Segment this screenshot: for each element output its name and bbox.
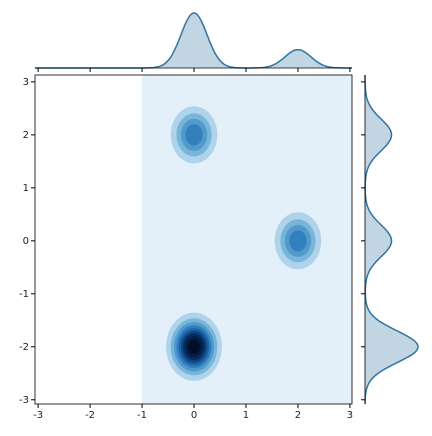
- y-tick-label: -3: [19, 395, 29, 406]
- marginal-y-area: [365, 75, 418, 404]
- marginal-y-line: [364, 75, 419, 404]
- marginal-x-area: [35, 13, 352, 68]
- y-tick-label: 2: [23, 130, 29, 141]
- density-contour: [289, 230, 307, 252]
- density-contour: [185, 124, 203, 146]
- density-contour: [188, 339, 200, 355]
- y-tick-label: -2: [19, 342, 29, 353]
- plot-frame: [34, 74, 353, 405]
- x-tick-label: 3: [347, 410, 353, 421]
- y-tick-label: 0: [23, 236, 29, 247]
- x-tick-label: -3: [33, 410, 43, 421]
- y-tick-label: -1: [19, 289, 29, 300]
- x-tick-label: -1: [137, 410, 147, 421]
- x-tick-label: 2: [295, 410, 301, 421]
- y-tick-label: 3: [23, 77, 29, 88]
- x-tick-label: 0: [191, 410, 197, 421]
- x-tick-label: 1: [243, 410, 249, 421]
- x-tick-label: -2: [85, 410, 95, 421]
- y-tick-label: 1: [23, 183, 29, 194]
